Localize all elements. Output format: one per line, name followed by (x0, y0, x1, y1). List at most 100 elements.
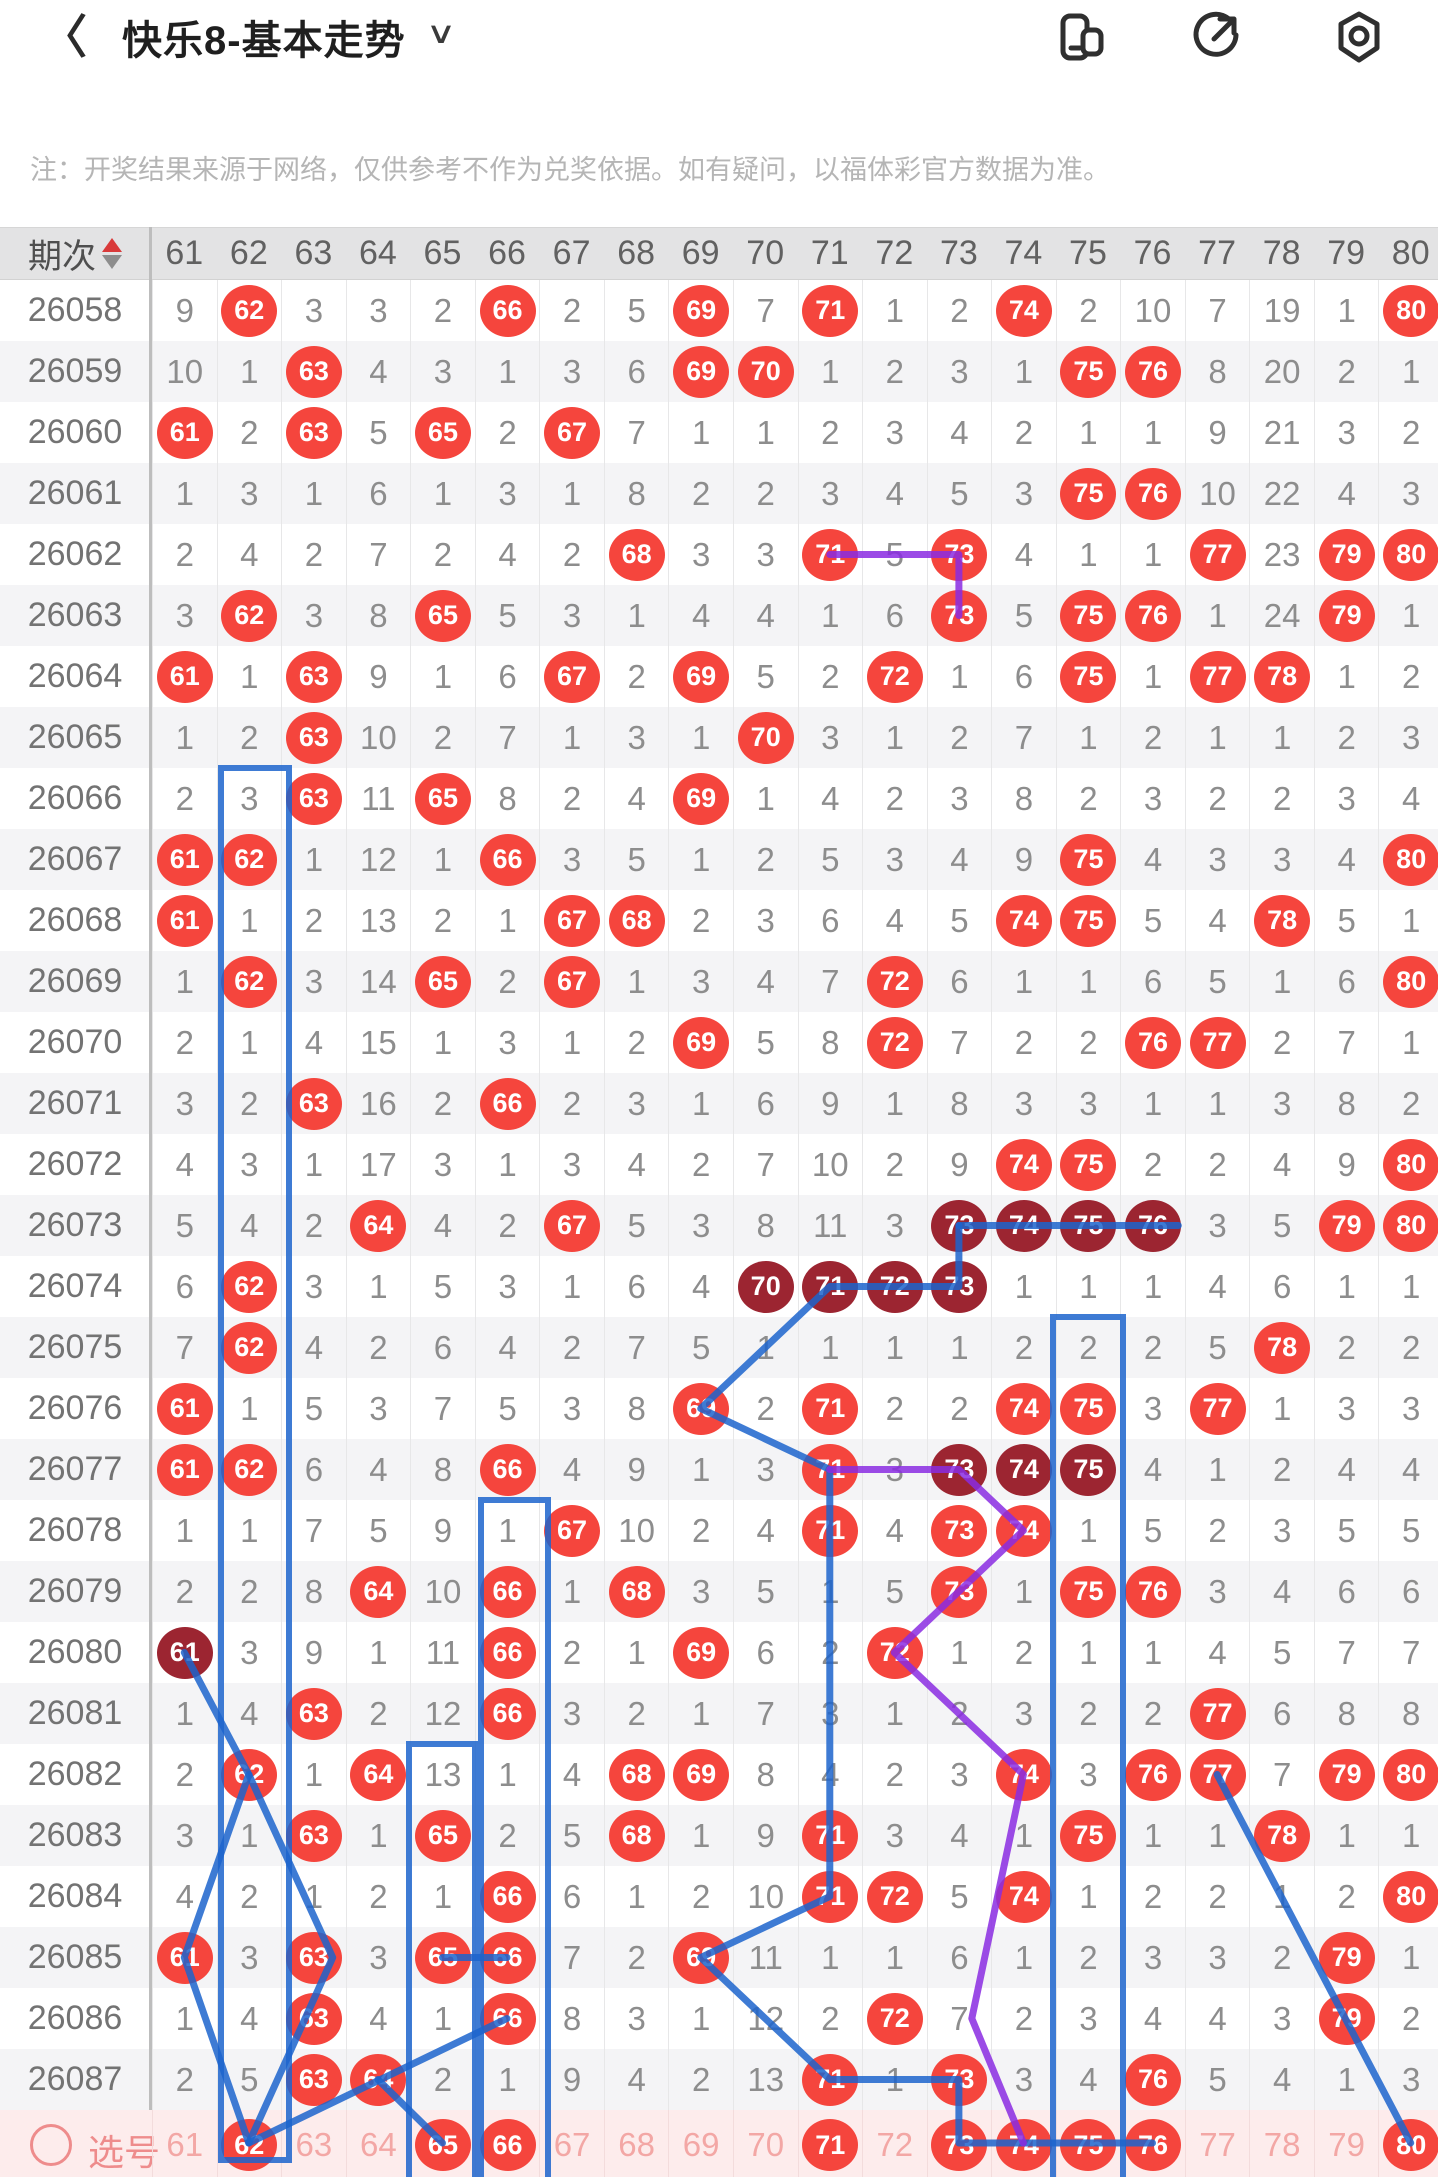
trend-cell: 5 (410, 1256, 475, 1317)
hit-ball: 61 (156, 1382, 213, 1435)
hit-ball: 80 (1383, 284, 1438, 337)
trend-cell: 5 (1249, 1195, 1314, 1256)
trend-cell: 1 (1313, 1256, 1379, 1317)
pick-number-68[interactable]: 68 (603, 2110, 669, 2177)
trend-cell: 5 (474, 585, 540, 646)
column-header-65: 65 (423, 234, 462, 272)
period-cell: 26070 (27, 1023, 123, 1061)
trend-cell: 74 (991, 1134, 1056, 1195)
trend-cell: 3 (1055, 1744, 1121, 1805)
trend-cell: 76 (1120, 585, 1185, 646)
hit-ball: 71 (802, 1504, 859, 1557)
hit-ball: 72 (866, 1626, 923, 1679)
trend-cell: 1 (474, 1500, 540, 1561)
trend-cell: 73 (926, 585, 992, 646)
trend-cell: 1 (1120, 402, 1185, 463)
trend-cell: 1 (926, 1317, 992, 1378)
settings-icon[interactable] (1330, 8, 1388, 66)
trend-cell: 2 (668, 463, 733, 524)
pick-number-80[interactable]: 80 (1378, 2110, 1438, 2177)
pick-number-75[interactable]: 75 (1055, 2110, 1121, 2177)
pick-number-74[interactable]: 74 (991, 2110, 1056, 2177)
back-button[interactable]: 〈 (41, 11, 87, 63)
trend-cell: 4 (797, 768, 863, 829)
hit-ball: 67 (544, 894, 601, 947)
trend-cell: 2 (1055, 1012, 1121, 1073)
share-icon[interactable] (1187, 8, 1245, 66)
chevron-down-icon[interactable]: ∨ (425, 17, 457, 50)
trend-cell: 1 (732, 1317, 798, 1378)
trend-cell: 1 (1378, 1805, 1438, 1866)
trend-cell: 6 (797, 890, 863, 951)
trend-cell: 6 (1120, 951, 1185, 1012)
pick-number-73[interactable]: 73 (926, 2110, 992, 2177)
hit-ball: 80 (1383, 528, 1438, 581)
trend-cell: 4 (1249, 2049, 1314, 2110)
hit-ball: 66 (479, 1443, 536, 1496)
selected-ball: 74 (995, 2119, 1052, 2171)
trend-cell: 2 (1249, 1927, 1314, 1988)
floating-window-icon[interactable] (1053, 8, 1111, 66)
pick-number-69[interactable]: 69 (668, 2110, 733, 2177)
trend-cell: 5 (1378, 1500, 1438, 1561)
trend-cell: 1 (474, 1744, 540, 1805)
trend-cell: 1 (1055, 524, 1121, 585)
selected-ball: 80 (1383, 2119, 1438, 2171)
trend-cell: 3 (862, 1439, 927, 1500)
trend-cell: 2 (410, 707, 475, 768)
hit-ball: 72 (866, 1016, 923, 1069)
trend-cell: 2 (474, 1805, 540, 1866)
trend-cell: 4 (862, 890, 927, 951)
trend-cell: 5 (1120, 890, 1185, 951)
trend-cell: 1 (410, 646, 475, 707)
trend-cell: 1 (1184, 585, 1250, 646)
trend-cell: 2 (345, 1317, 411, 1378)
period-cell: 26066 (27, 779, 123, 817)
trend-cell: 7 (603, 1317, 669, 1378)
trend-cell: 3 (603, 1988, 669, 2049)
pick-number-62[interactable]: 62 (216, 2110, 282, 2177)
pick-number-64[interactable]: 64 (345, 2110, 411, 2177)
trend-cell: 9 (926, 1134, 992, 1195)
trend-cell: 2 (216, 1866, 282, 1927)
trend-cell: 73 (926, 1439, 992, 1500)
trend-cell: 66 (474, 1866, 540, 1927)
hit-ball: 73 (931, 1504, 988, 1557)
pick-number-72[interactable]: 72 (862, 2110, 927, 2177)
trend-cell: 80 (1378, 829, 1438, 890)
trend-cell: 2 (1055, 1317, 1121, 1378)
pick-radio-button[interactable] (30, 2124, 72, 2166)
period-column-header[interactable]: 期次 (0, 228, 150, 279)
pick-number-77[interactable]: 77 (1184, 2110, 1250, 2177)
pick-number-65[interactable]: 65 (410, 2110, 475, 2177)
hit-ball: 79 (1318, 1931, 1375, 1984)
pick-number-76[interactable]: 76 (1120, 2110, 1185, 2177)
trend-cell: 4 (1249, 1561, 1314, 1622)
trend-cell: 3 (926, 1744, 992, 1805)
trend-cell: 10 (797, 1134, 863, 1195)
trend-cell: 4 (732, 951, 798, 1012)
trend-cell: 68 (603, 524, 669, 585)
trend-cell: 7 (345, 524, 411, 585)
trend-cell: 3 (1378, 707, 1438, 768)
trend-cell: 1 (862, 1927, 927, 1988)
pick-number-63[interactable]: 63 (281, 2110, 346, 2177)
trend-cell: 1 (474, 341, 540, 402)
pick-number-67[interactable]: 67 (539, 2110, 604, 2177)
trend-cell: 2 (1313, 341, 1379, 402)
pick-number-78[interactable]: 78 (1249, 2110, 1314, 2177)
trend-cell: 4 (410, 1195, 475, 1256)
trend-cell: 3 (991, 463, 1056, 524)
period-cell: 26077 (27, 1450, 123, 1488)
trend-cell: 2 (1249, 1012, 1314, 1073)
pick-number-79[interactable]: 79 (1313, 2110, 1379, 2177)
trend-cell: 1 (281, 1134, 346, 1195)
pick-number-61[interactable]: 61 (152, 2110, 217, 2177)
pick-number-71[interactable]: 71 (797, 2110, 863, 2177)
hit-ball: 61 (156, 1931, 213, 1984)
hit-ball: 77 (1189, 1016, 1246, 1069)
pick-number-70[interactable]: 70 (732, 2110, 798, 2177)
pick-number-66[interactable]: 66 (474, 2110, 540, 2177)
table-row: 26062 2 4 2 7 2 4 2 68 3 3 71 5 73 4 1 1 77 23 79 80 (0, 524, 1438, 585)
hit-ball: 75 (1060, 589, 1117, 642)
